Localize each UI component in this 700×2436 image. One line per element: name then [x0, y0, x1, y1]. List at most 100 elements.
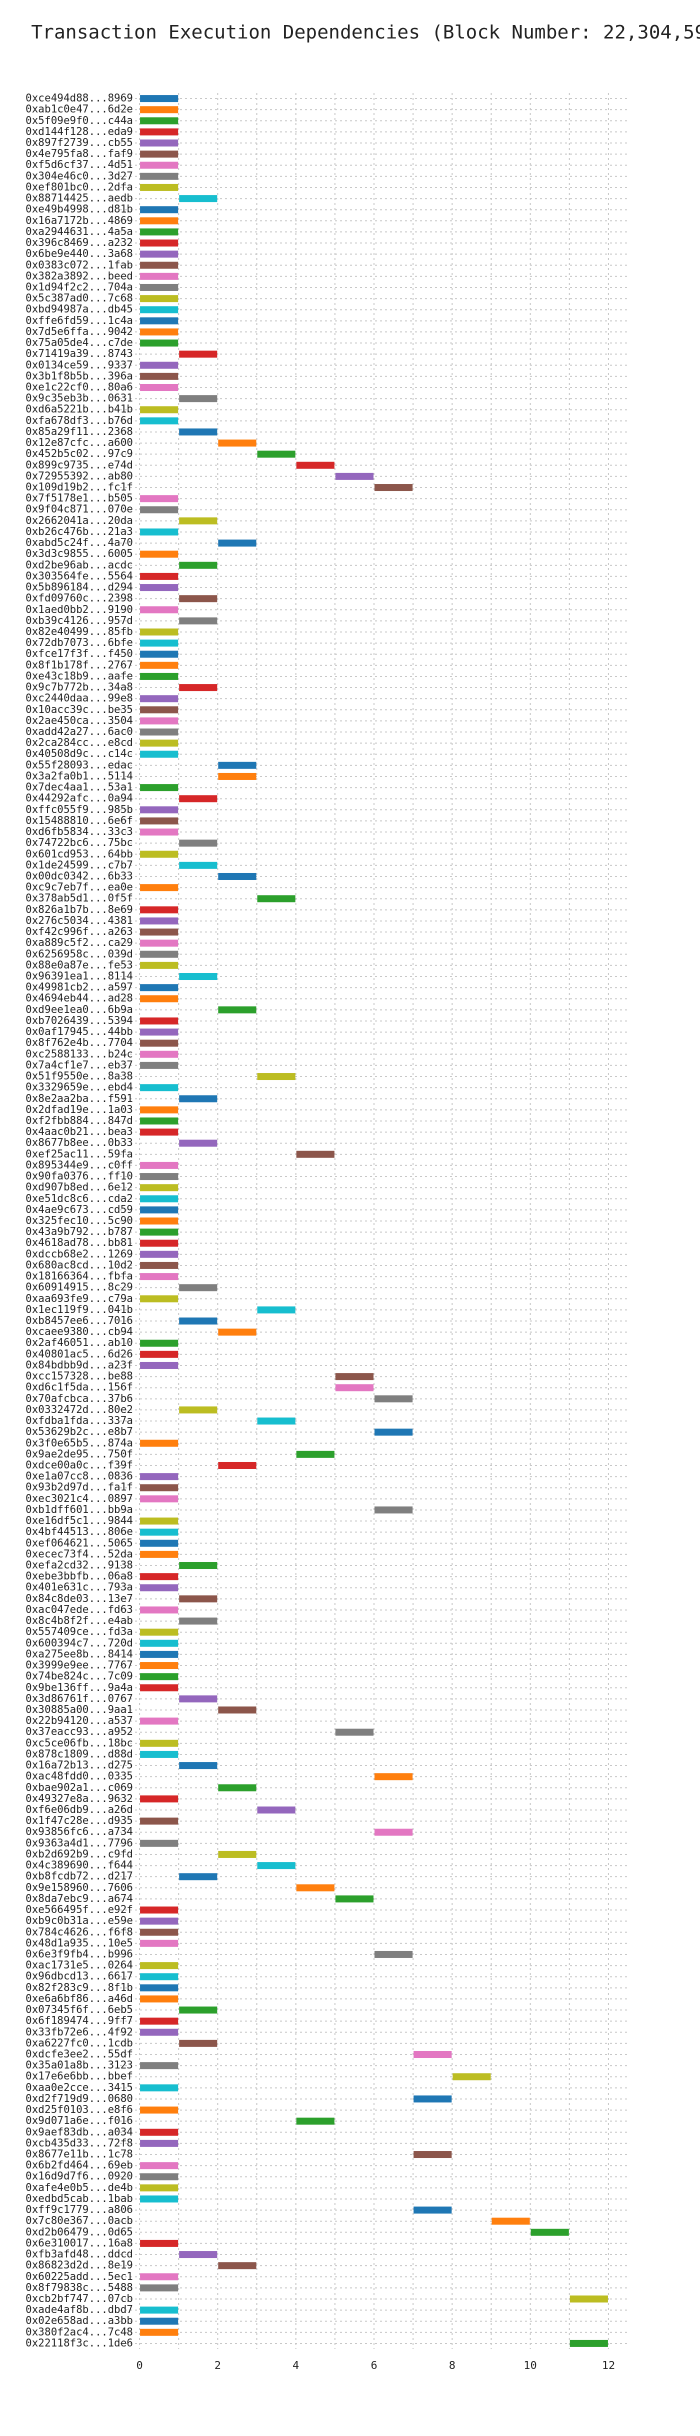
bar: [140, 817, 179, 825]
y-tick-label: 0xdcfe3ee2...55df: [26, 2048, 133, 2060]
bar: [335, 472, 374, 480]
bar: [179, 428, 218, 436]
y-tick-label: 0xbae902a1...c069: [26, 1782, 133, 1794]
bar: [179, 195, 218, 203]
bar: [179, 861, 218, 869]
y-tick-label: 0xb8fcdb72...d217: [26, 1871, 133, 1883]
bar: [140, 884, 179, 892]
y-tick-label: 0x49327e8a...9632: [26, 1793, 133, 1805]
bar: [140, 1273, 179, 1281]
y-tick-label: 0x878c1809...d88d: [26, 1748, 133, 1760]
bar: [140, 1195, 179, 1203]
y-tick-label: 0xffc055f9...985b: [26, 804, 133, 816]
y-tick-label: 0xb1dff601...bb9a: [26, 1504, 133, 1516]
y-tick-label: 0x96391ea1...8114: [26, 971, 133, 983]
x-tick-label: 2: [214, 2359, 221, 2372]
bar: [140, 161, 179, 169]
bar: [140, 128, 179, 136]
bar: [140, 1295, 179, 1303]
bar: [140, 1962, 179, 1970]
bar: [140, 706, 179, 714]
y-tick-label: 0x15488810...6e6f: [26, 815, 133, 827]
y-tick-label: 0x00dc0342...6b33: [26, 870, 133, 882]
y-tick-label: 0xd144f128...eda9: [26, 126, 133, 138]
y-tick-label: 0x22118f3c...1de6: [26, 2337, 133, 2349]
bar: [140, 1239, 179, 1247]
bar: [257, 1417, 296, 1425]
chart-title: Transaction Execution Dependencies (Bloc…: [31, 22, 700, 44]
bar: [140, 306, 179, 314]
bar: [335, 1895, 374, 1903]
y-tick-label: 0xfdba1fda...337a: [26, 1415, 133, 1427]
bar: [140, 1228, 179, 1236]
bar: [140, 384, 179, 392]
bar: [140, 2328, 179, 2336]
bar: [140, 2128, 179, 2136]
y-tick-label: 0xb26c476b...21a3: [26, 526, 133, 538]
bar: [413, 2050, 452, 2058]
bar: [140, 1550, 179, 1558]
y-tick-label: 0x3d86761f...0767: [26, 1693, 133, 1705]
bar: [257, 1073, 296, 1081]
bar: [335, 1373, 374, 1381]
x-tick-label: 6: [371, 2359, 378, 2372]
bar: [179, 1317, 218, 1325]
y-tick-label: 0x16d9d7f6...0920: [26, 2171, 133, 2183]
bar: [140, 1928, 179, 1936]
bar: [140, 1339, 179, 1347]
bar: [140, 1662, 179, 1670]
bar: [140, 1473, 179, 1481]
y-tick-label: 0xb9c0b31a...e59e: [26, 1915, 133, 1927]
y-tick-label: 0xc2440daa...99e8: [26, 693, 133, 705]
bar: [140, 984, 179, 992]
y-tick-label: 0x18166364...fbfa: [26, 1271, 133, 1283]
bar: [140, 528, 179, 536]
y-tick-label: 0x600394c7...720d: [26, 1637, 133, 1649]
bar: [140, 328, 179, 336]
bar: [179, 1406, 218, 1414]
bar: [140, 417, 179, 425]
bar: [179, 973, 218, 981]
y-tick-label: 0xecec73f4...52da: [26, 1548, 133, 1560]
y-tick-label: 0x8677b8ee...0b33: [26, 1137, 133, 1149]
y-tick-label: 0xb39c4126...957d: [26, 615, 133, 627]
bar: [140, 372, 179, 380]
y-tick-label: 0xe49b4998...d81b: [26, 204, 133, 216]
bar: [140, 1739, 179, 1747]
bar: [374, 1828, 413, 1836]
bar: [140, 2239, 179, 2247]
y-tick-label: 0xf6e06db9...a26d: [26, 1804, 133, 1816]
bar: [257, 1806, 296, 1814]
bar: [140, 2162, 179, 2170]
bar: [140, 361, 179, 369]
bar: [140, 1250, 179, 1258]
y-tick-label: 0xa6227fc0...1cdb: [26, 2037, 133, 2049]
y-tick-label: 0x2662041a...20da: [26, 515, 133, 527]
bar: [140, 1750, 179, 1758]
bar: [140, 1906, 179, 1914]
y-tick-label: 0xaa693fe9...c79a: [26, 1293, 133, 1305]
bar: [140, 1361, 179, 1369]
y-tick-label: 0x88714425...aedb: [26, 193, 133, 205]
bar: [140, 139, 179, 147]
y-tick-label: 0x1de24599...c7b7: [26, 859, 133, 871]
y-tick-label: 0x84bdbb9d...a23f: [26, 1359, 133, 1371]
y-tick-label: 0x40508d9c...c14c: [26, 748, 133, 760]
y-tick-label: 0x30885a00...9aa1: [26, 1704, 133, 1716]
y-tick-label: 0x0134ce59...9337: [26, 359, 133, 371]
y-tick-label: 0xfa678df3...b76d: [26, 415, 133, 427]
bar: [140, 1517, 179, 1525]
x-tick-label: 8: [449, 2359, 456, 2372]
bar: [218, 1328, 257, 1336]
y-tick-label: 0x43a9b792...b787: [26, 1226, 133, 1238]
y-tick-label: 0x75a05de4...c7de: [26, 337, 133, 349]
y-tick-label: 0x84c8de03...13e7: [26, 1593, 133, 1605]
bar: [140, 717, 179, 725]
y-tick-label: 0x96dbcd13...6617: [26, 1971, 133, 1983]
y-tick-label: 0xac047ede...fd63: [26, 1604, 133, 1616]
y-tick-label: 0x55f28093...edac: [26, 759, 133, 771]
bar: [140, 217, 179, 225]
bar: [140, 639, 179, 647]
bar: [140, 1050, 179, 1058]
